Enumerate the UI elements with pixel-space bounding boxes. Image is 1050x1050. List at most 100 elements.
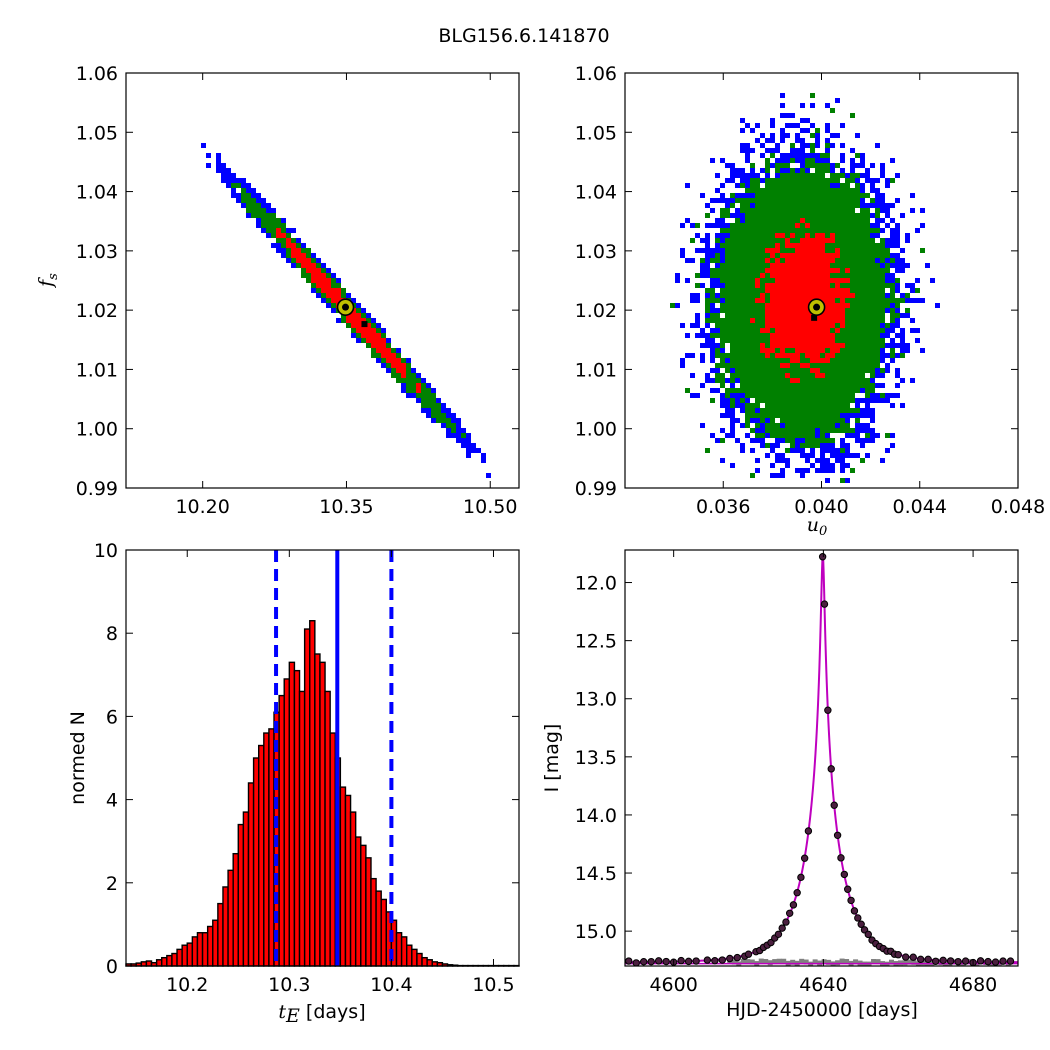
posterior-cell [306, 258, 311, 263]
posterior-cell [765, 418, 770, 423]
posterior-cell [705, 338, 710, 343]
posterior-cell [715, 248, 720, 253]
x-axis-label-subscript: E [285, 1005, 300, 1027]
posterior-cell [381, 343, 386, 348]
posterior-cell [815, 253, 820, 258]
posterior-cell [311, 273, 316, 278]
posterior-cell [840, 348, 845, 353]
posterior-cell [281, 238, 286, 243]
posterior-cell [835, 378, 840, 383]
posterior-cell [695, 233, 700, 238]
posterior-cell [845, 278, 850, 283]
posterior-cell [840, 413, 845, 418]
posterior-cell [805, 313, 810, 318]
posterior-cell [785, 438, 790, 443]
posterior-cell [845, 218, 850, 223]
posterior-cell [830, 223, 835, 228]
posterior-cell [356, 308, 361, 313]
posterior-cell [800, 393, 805, 398]
posterior-cell [870, 203, 875, 208]
posterior-cell [845, 418, 850, 423]
posterior-cell [720, 383, 725, 388]
lightcurve-series-group [625, 553, 1018, 966]
posterior-cell [830, 293, 835, 298]
posterior-cell [755, 408, 760, 413]
posterior-cell [935, 303, 940, 308]
posterior-cell [795, 203, 800, 208]
posterior-cell [785, 293, 790, 298]
posterior-cell [790, 383, 795, 388]
posterior-cell [386, 358, 391, 363]
posterior-cell [895, 278, 900, 283]
x-axis-label-subscript: 0 [819, 524, 827, 539]
y-tick-label: 1.03 [76, 241, 118, 263]
posterior-cell [700, 258, 705, 263]
data-point [744, 950, 753, 958]
posterior-cell [880, 238, 885, 243]
posterior-cell [371, 348, 376, 353]
posterior-cell [815, 358, 820, 363]
posterior-cell [805, 158, 810, 163]
posterior-cell [745, 218, 750, 223]
posterior-cell [810, 163, 815, 168]
posterior-cell [740, 353, 745, 358]
posterior-cell [740, 343, 745, 348]
posterior-cell [725, 198, 730, 203]
posterior-cell [705, 253, 710, 258]
histogram-bar [278, 694, 285, 967]
posterior-cell [770, 383, 775, 388]
posterior-cell [770, 148, 775, 153]
posterior-cell [880, 298, 885, 303]
posterior-cell [860, 343, 865, 348]
posterior-cell [865, 343, 870, 348]
posterior-cell [880, 263, 885, 268]
posterior-cell [805, 358, 810, 363]
posterior-cell [760, 438, 765, 443]
posterior-cell [266, 208, 271, 213]
posterior-cell [780, 193, 785, 198]
posterior-cell [715, 268, 720, 273]
posterior-cell [825, 183, 830, 188]
posterior-cell [885, 448, 890, 453]
posterior-cell [745, 173, 750, 178]
posterior-cell [261, 198, 266, 203]
posterior-cell [750, 358, 755, 363]
posterior-cell [800, 233, 805, 238]
model-curve [625, 555, 1018, 964]
data-point [778, 924, 786, 932]
posterior-cell [880, 358, 885, 363]
posterior-cell [775, 308, 780, 313]
posterior-cell [815, 268, 820, 273]
posterior-cell [371, 323, 376, 328]
posterior-cell [775, 388, 780, 393]
posterior-cell [815, 278, 820, 283]
posterior-cell [790, 283, 795, 288]
posterior-cell [800, 403, 805, 408]
posterior-cell [775, 183, 780, 188]
posterior-cell [830, 133, 835, 138]
posterior-cell [850, 233, 855, 238]
posterior-cell [800, 448, 805, 453]
posterior-cell [376, 333, 381, 338]
posterior-cell [800, 228, 805, 233]
posterior-cell [690, 293, 695, 298]
posterior-cell [810, 93, 815, 98]
posterior-cell [416, 383, 421, 388]
posterior-cell [890, 228, 895, 233]
posterior-cell [835, 228, 840, 233]
posterior-cell [860, 443, 865, 448]
posterior-cell [820, 403, 825, 408]
posterior-cell [885, 323, 890, 328]
posterior-cell [840, 353, 845, 358]
x-axis-label: HJD-2450000 [days] [726, 999, 918, 1021]
posterior-cell [750, 168, 755, 173]
posterior-cell [740, 373, 745, 378]
posterior-cell [865, 378, 870, 383]
posterior-cell [286, 228, 291, 233]
posterior-cell [775, 358, 780, 363]
posterior-cell [870, 273, 875, 278]
posterior-cell [326, 278, 331, 283]
posterior-cell [845, 398, 850, 403]
posterior-cell [246, 208, 251, 213]
posterior-cell [820, 393, 825, 398]
